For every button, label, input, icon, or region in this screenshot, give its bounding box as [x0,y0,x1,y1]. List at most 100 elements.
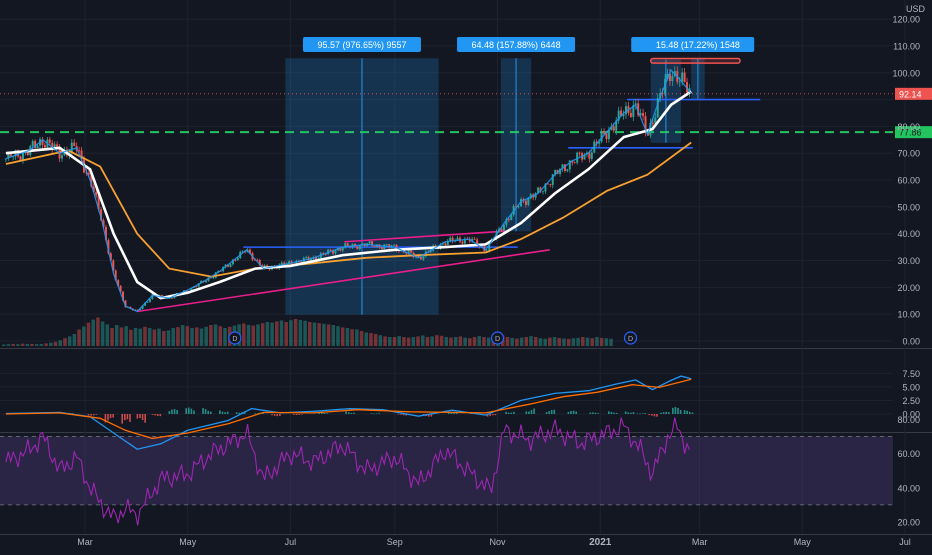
candle-body [505,219,508,225]
time-axis[interactable]: Mar May Jul Sep Nov 2021 Mar May Jul [77,537,911,548]
candle-body [70,142,73,153]
candle-body [576,152,579,163]
candle-body [668,73,671,82]
last-price-tag [895,87,932,100]
measure-label: 95.57 (976.65%) 9557 [317,40,406,50]
candle-body [624,106,627,115]
dividend-marker[interactable] [623,331,638,345]
candle-body [209,277,212,279]
volume-bar [308,322,312,346]
time-tick-label: Jul [285,537,297,547]
trendline[interactable] [344,230,506,243]
dividend-marker[interactable] [490,331,505,345]
volume-bar [162,331,166,346]
volume-bar [298,319,303,346]
macd-histogram-bar [378,413,381,414]
macd-histogram-bar [592,412,594,414]
macd-histogram-bar [489,414,491,416]
rsi-panel: 20.00 40.00 60.00 80.00 [5,415,920,528]
volume-bar [411,337,416,346]
candle-body [405,252,408,254]
volume-bar [6,344,11,346]
candle-body [112,260,115,271]
macd-histogram-bar [624,411,627,414]
macd-histogram-bar [450,412,453,414]
candle-body [339,248,342,251]
candle-body [517,206,520,208]
macd-histogram-bar [567,411,570,414]
macd-histogram-bar [295,414,298,416]
candle-body [244,251,247,253]
candle-body [144,302,147,306]
volume-bar [331,325,336,346]
macd-histogram-bar [575,411,578,414]
price-axis[interactable]: USD 0.00 10.00 20.00 30.00 40.00 50.00 60.00 70… [892,4,925,347]
macd-histogram-bar [674,406,677,414]
ema-price-line [5,69,692,313]
candle-body [561,164,564,169]
volume-bar [599,337,604,346]
candle-body [51,142,54,150]
candle-body [195,286,198,288]
volume-bar [350,329,354,346]
trendlines[interactable] [137,98,761,313]
candle-body [527,198,530,205]
volume-bar [505,337,510,346]
volume-bar [566,338,571,346]
measure-label-bg [641,37,755,52]
macd-histogram-bar [494,414,497,416]
macd-histogram-bar [109,414,112,419]
candle-body [588,152,591,159]
volume-bar [519,337,524,346]
candle-body [573,162,576,164]
macd-histogram-bar [683,410,686,414]
volume-bar [86,322,91,346]
macd-histogram-bar [187,407,190,414]
volume-bar [256,324,260,346]
volume-bar [557,337,562,346]
candle-body [190,287,193,292]
macd-histogram-bar [221,411,224,414]
horizontal-level[interactable]: 77.86 [0,126,932,139]
candle-body [471,238,474,242]
candle-body [158,295,161,297]
price-tick-label: 50.00 [897,202,920,212]
dividend-marker[interactable] [228,331,242,345]
candle-body [122,291,125,301]
volume-bar [246,325,251,346]
macd-histogram-bar [141,414,144,421]
price-range-measurements[interactable]: 95.57 (976.65%) 9557 64.48 (157.88%) 6448… [285,37,755,315]
candle-body [476,239,479,246]
candle-body [344,243,347,248]
volume-bar [392,337,397,346]
candle-body [7,151,10,159]
macd-histogram-bar [513,411,515,414]
candle-body [109,253,112,261]
macd-histogram-bar [226,411,229,414]
last-price-text: 92.14 [899,89,922,99]
volume-bar [449,337,453,346]
macd-histogram-bar [648,414,651,416]
candle-body [520,199,523,207]
resistance-zone[interactable] [649,57,741,64]
macd-histogram-bar [448,412,450,414]
volume-bar [538,338,543,346]
macd-histogram-bar [87,414,90,416]
macd-histogram-bar [510,412,513,414]
candle-body [507,219,510,221]
macd-histogram-bar [553,409,556,414]
macd-histogram-bar [210,411,212,414]
price-tick-label: 0.00 [902,337,920,347]
candle-body [95,191,98,196]
volume-bar [515,338,519,346]
volume-bar [322,323,326,346]
volume-bar [63,338,67,346]
candle-body [578,152,581,154]
ema-slow-line [5,141,692,278]
time-tick-label: 2021 [589,537,612,548]
candle-body [53,144,56,150]
macd-histogram-bar [630,412,632,414]
trendline[interactable] [137,249,550,313]
